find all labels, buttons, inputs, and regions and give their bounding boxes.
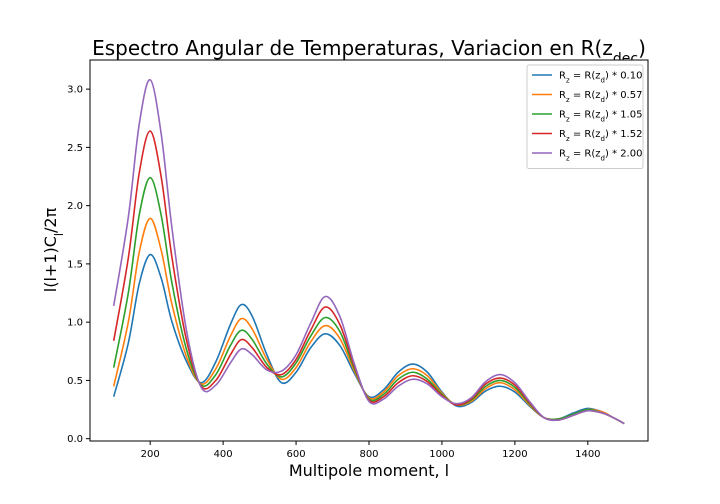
y-axis-ticks: 0.0 0.5 1.0 1.5 2.0 2.5 3.0 <box>67 85 90 445</box>
x-tick-label: 1000 <box>429 449 454 460</box>
x-tick-label: 200 <box>141 449 160 460</box>
legend-label-4: Rz = R(zd) * 1.52 <box>559 129 642 143</box>
legend-label-1: Rz = R(zd) * 0.10 <box>559 71 642 85</box>
legend-label-3: Rz = R(zd) * 1.05 <box>559 110 642 124</box>
x-tick-label: 1400 <box>575 449 600 460</box>
series-layer <box>112 79 625 425</box>
x-tick-label: 600 <box>287 449 306 460</box>
legend-label-5: Rz = R(zd) * 2.00 <box>559 149 642 163</box>
x-tick-label: 400 <box>214 449 233 460</box>
y-tick-label: 2.0 <box>67 201 83 212</box>
x-tick-label: 800 <box>359 449 378 460</box>
y-tick-label: 3.0 <box>67 85 83 96</box>
legend: Rz = R(zd) * 0.10 Rz = R(zd) * 0.57 Rz = R… <box>526 64 644 169</box>
y-tick-label: 1.5 <box>67 259 83 270</box>
y-tick-label: 2.5 <box>67 143 83 154</box>
x-tick-label: 1200 <box>502 449 527 460</box>
legend-box <box>526 64 644 169</box>
legend-label-2: Rz = R(zd) * 0.57 <box>559 90 642 104</box>
y-axis-label: l(l+1)Cl/2π <box>41 207 66 292</box>
y-tick-label: 0.5 <box>67 376 83 387</box>
y-tick-label: 0.0 <box>67 434 83 445</box>
x-axis-ticks: 200 400 600 800 1000 1200 1400 <box>141 441 601 460</box>
y-tick-label: 1.0 <box>67 318 83 329</box>
series-line-5 <box>112 79 625 425</box>
x-axis-label: Multipole moment, l <box>289 461 449 480</box>
